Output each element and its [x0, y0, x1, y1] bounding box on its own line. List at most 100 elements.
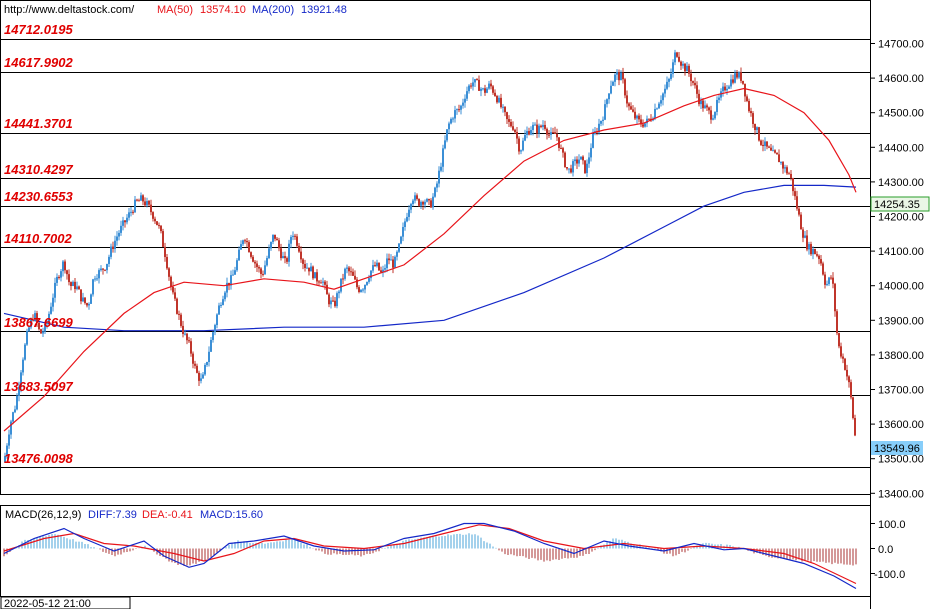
- candle-body: [702, 100, 704, 109]
- candle-body: [202, 374, 204, 379]
- candle-body: [142, 195, 144, 202]
- candle-body: [446, 129, 448, 141]
- candle-body: [144, 201, 146, 206]
- candle-body: [58, 276, 60, 278]
- candle-body: [812, 249, 814, 255]
- footer-date: 2022-05-12 21:00: [4, 598, 91, 609]
- candle-body: [32, 319, 34, 321]
- candle-body: [840, 346, 842, 357]
- candle-body: [130, 211, 132, 213]
- candle-body: [768, 146, 770, 148]
- candle-body: [448, 123, 450, 130]
- candle-body: [542, 124, 544, 127]
- candle-body: [526, 131, 528, 135]
- candle-body: [816, 254, 818, 256]
- candle-body: [778, 154, 780, 163]
- candle-body: [566, 167, 568, 169]
- price-tick-label: 13700.00: [878, 385, 924, 397]
- candle-body: [170, 276, 172, 287]
- level-label: 13476.0098: [4, 451, 73, 466]
- candle-body: [310, 266, 312, 272]
- candle-body: [384, 268, 386, 270]
- candle-body: [722, 86, 724, 92]
- candle-body: [76, 286, 78, 290]
- price-tick-label: 14100.00: [878, 246, 924, 258]
- candle-body: [484, 88, 486, 93]
- candle-body: [38, 322, 40, 330]
- candle-body: [294, 235, 296, 237]
- candle-body: [718, 97, 720, 100]
- candle-body: [514, 129, 516, 133]
- candle-body: [190, 341, 192, 354]
- candle-body: [638, 115, 640, 120]
- candle-body: [848, 376, 850, 383]
- candle-body: [784, 167, 786, 169]
- candle-body: [424, 201, 426, 205]
- candle-body: [736, 73, 738, 78]
- candle-body: [678, 56, 680, 62]
- price-tick-label: 13600.00: [878, 419, 924, 431]
- candle-body: [262, 273, 264, 275]
- candle-body: [576, 159, 578, 164]
- candle-body: [452, 118, 454, 120]
- candle-body: [836, 311, 838, 334]
- candle-body: [760, 140, 762, 145]
- candle-body: [22, 359, 24, 373]
- candle-body: [440, 166, 442, 171]
- candle-body: [710, 110, 712, 120]
- candle-body: [444, 140, 446, 149]
- candle-body: [390, 259, 392, 261]
- candle-body: [584, 160, 586, 174]
- candle-body: [568, 168, 570, 170]
- candle-body: [572, 161, 574, 173]
- candle-body: [84, 297, 86, 304]
- candle-body: [758, 127, 760, 141]
- candle-body: [632, 109, 634, 112]
- candle-body: [386, 258, 388, 269]
- candle-body: [846, 369, 848, 377]
- candle-body: [288, 243, 290, 262]
- candle-body: [664, 88, 666, 94]
- candle-body: [662, 93, 664, 101]
- ma200-series: [3, 184, 857, 332]
- candle-body: [268, 248, 270, 259]
- highlight-price-label: 14254.35: [874, 199, 920, 211]
- candle-body: [112, 246, 114, 250]
- candle-body: [622, 72, 624, 80]
- candle-body: [696, 85, 698, 94]
- candle-body: [474, 79, 476, 83]
- candle-body: [698, 93, 700, 105]
- candle-body: [436, 183, 438, 188]
- candle-body: [564, 152, 566, 168]
- candle-body: [802, 229, 804, 238]
- candle-body: [108, 256, 110, 264]
- macd-dea: DEA:-0.41: [142, 509, 193, 521]
- candle-body: [292, 235, 294, 237]
- candle-body: [570, 168, 572, 173]
- candle-body: [352, 271, 354, 276]
- candle-body: [336, 293, 338, 307]
- candle-body: [66, 270, 68, 275]
- candle-body: [56, 276, 58, 283]
- candle-body: [48, 313, 50, 323]
- macd-tick: 100.0: [878, 519, 906, 531]
- candle-body: [720, 91, 722, 98]
- candle-body: [196, 365, 198, 373]
- level-label: 14712.0195: [4, 22, 73, 37]
- ma50-series: [3, 87, 857, 432]
- candle-body: [140, 195, 142, 201]
- ma200-value: 13921.48: [301, 4, 347, 16]
- candle-body: [278, 240, 280, 249]
- candle-body: [606, 99, 608, 105]
- candle-body: [530, 130, 532, 135]
- candle-body: [348, 267, 350, 272]
- candle-body: [136, 199, 138, 201]
- candle-body: [132, 211, 134, 213]
- candle-body: [430, 200, 432, 208]
- candle-body: [116, 236, 118, 241]
- candle-body: [554, 132, 556, 134]
- candle-body: [300, 251, 302, 260]
- candle-body: [438, 170, 440, 184]
- candle-body: [250, 252, 252, 257]
- price-tick-label: 14700.00: [878, 39, 924, 51]
